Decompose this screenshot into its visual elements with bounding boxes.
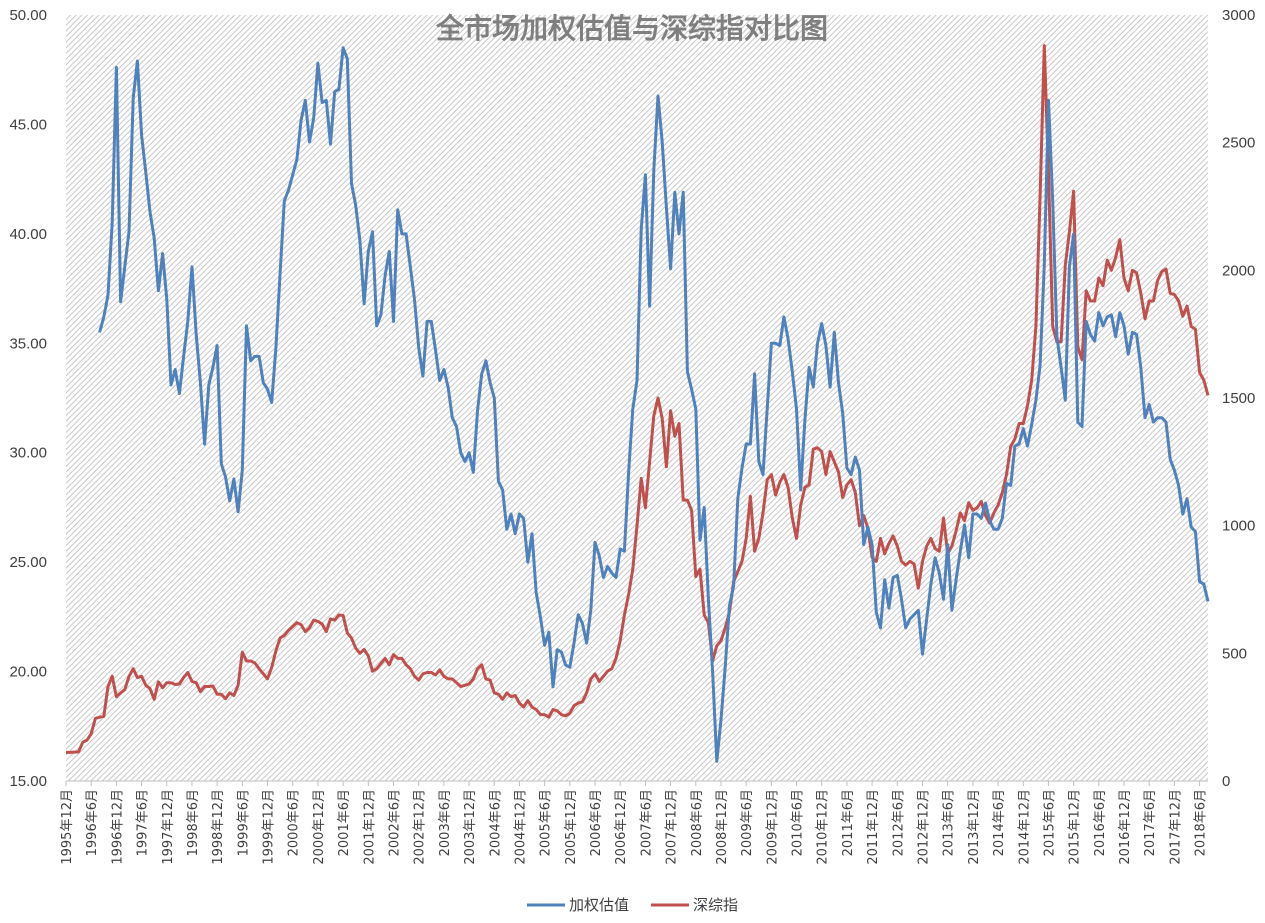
x-tick-label: 2009年12月 bbox=[765, 789, 780, 865]
y-left-tick-label: 15.00 bbox=[9, 773, 47, 790]
legend-label-valuation: 加权估值 bbox=[569, 896, 629, 914]
x-tick-label: 2017年6月 bbox=[1143, 789, 1158, 856]
x-tick-label: 2010年6月 bbox=[791, 789, 806, 856]
y-left-tick-label: 50.00 bbox=[9, 7, 47, 24]
x-tick-label: 2001年6月 bbox=[337, 789, 352, 856]
x-axis: 1995年12月 1996年6月 1996年12月 1997年6月 1997年12月 19… bbox=[60, 780, 1209, 865]
x-tick-label: 2007年12月 bbox=[665, 789, 680, 865]
y-left-tick-label: 20.00 bbox=[9, 664, 47, 681]
x-tick-label: 2008年12月 bbox=[715, 789, 730, 865]
y-left-tick-label: 30.00 bbox=[9, 445, 47, 462]
x-tick-label: 2016年6月 bbox=[1093, 789, 1108, 856]
x-tick-label: 2015年12月 bbox=[1068, 789, 1083, 865]
y-left-tick-label: 45.00 bbox=[9, 116, 47, 133]
x-tick-label: 2003年12月 bbox=[463, 789, 478, 865]
y-right-tick-label: 2000 bbox=[1222, 262, 1255, 279]
x-tick-label: 2002年6月 bbox=[387, 789, 402, 856]
series-line-valuation bbox=[98, 46, 1210, 763]
x-tick-label: 2004年12月 bbox=[513, 789, 528, 865]
legend: 加权估值 深综指 bbox=[527, 896, 738, 914]
series-line-index bbox=[66, 44, 1210, 754]
x-tick-label: 2011年6月 bbox=[841, 789, 856, 856]
y-right-tick-label: 500 bbox=[1222, 645, 1247, 662]
x-tick-label: 1998年6月 bbox=[186, 789, 201, 856]
x-tick-label: 2005年6月 bbox=[539, 789, 554, 856]
x-tick-label: 1996年12月 bbox=[110, 789, 125, 865]
x-tick-label: 2008年6月 bbox=[690, 789, 705, 856]
x-tick-label: 1999年12月 bbox=[262, 789, 277, 865]
x-tick-label: 1997年6月 bbox=[136, 789, 151, 856]
x-tick-label: 2009年6月 bbox=[740, 789, 755, 856]
x-tick-label: 2007年6月 bbox=[639, 789, 654, 856]
x-tick-label: 2018年6月 bbox=[1194, 789, 1209, 856]
x-tick-label: 2005年12月 bbox=[564, 789, 579, 865]
y-left-axis: 15.00 20.00 25.00 30.00 35.00 40.00 45.00 50.00 bbox=[9, 7, 47, 790]
y-left-tick-label: 25.00 bbox=[9, 554, 47, 571]
x-tick-label: 2015年6月 bbox=[1042, 789, 1057, 856]
x-tick-label: 2013年12月 bbox=[967, 789, 982, 865]
x-tick-label: 2012年6月 bbox=[891, 789, 906, 856]
x-tick-label: 2000年6月 bbox=[287, 789, 302, 856]
x-tick-label: 2006年6月 bbox=[589, 789, 604, 856]
x-tick-label: 2014年6月 bbox=[992, 789, 1007, 856]
series-group bbox=[66, 44, 1210, 763]
x-tick-label: 2003年6月 bbox=[438, 789, 453, 856]
plot-area bbox=[66, 15, 1208, 781]
y-right-tick-label: 3000 bbox=[1222, 7, 1255, 24]
x-tick-label: 2006年12月 bbox=[614, 789, 629, 865]
y-right-tick-label: 1500 bbox=[1222, 390, 1255, 407]
x-tick-label: 2002年12月 bbox=[413, 789, 428, 865]
x-tick-label: 1999年6月 bbox=[236, 789, 251, 856]
x-tick-label: 2010年12月 bbox=[816, 789, 831, 865]
y-right-tick-label: 0 bbox=[1222, 773, 1230, 790]
x-tick-label: 2004年6月 bbox=[488, 789, 503, 856]
x-tick-label: 2000年12月 bbox=[312, 789, 327, 865]
x-tick-label: 1995年12月 bbox=[60, 789, 75, 865]
x-tick-label: 1996年6月 bbox=[85, 789, 100, 856]
x-tick-label: 2016年12月 bbox=[1118, 789, 1133, 865]
y-left-tick-label: 35.00 bbox=[9, 335, 47, 352]
x-tick-label: 2017年12月 bbox=[1168, 789, 1183, 865]
chart-title: 全市场加权估值与深综指对比图 bbox=[435, 12, 828, 45]
x-tick-label: 2014年12月 bbox=[1017, 789, 1032, 865]
y-right-axis: 0 500 1000 1500 2000 2500 3000 bbox=[1222, 7, 1255, 790]
y-right-tick-label: 1000 bbox=[1222, 518, 1255, 535]
x-tick-label: 2011年12月 bbox=[866, 789, 881, 865]
x-tick-label: 2013年6月 bbox=[942, 789, 957, 856]
y-left-tick-label: 40.00 bbox=[9, 226, 47, 243]
y-right-tick-label: 2500 bbox=[1222, 135, 1255, 152]
x-tick-label: 2012年12月 bbox=[917, 789, 932, 865]
x-tick-label: 1998年12月 bbox=[211, 789, 226, 865]
legend-label-index: 深综指 bbox=[693, 896, 738, 914]
x-tick-label: 1997年12月 bbox=[161, 789, 176, 865]
x-tick-label: 2001年12月 bbox=[362, 789, 377, 865]
